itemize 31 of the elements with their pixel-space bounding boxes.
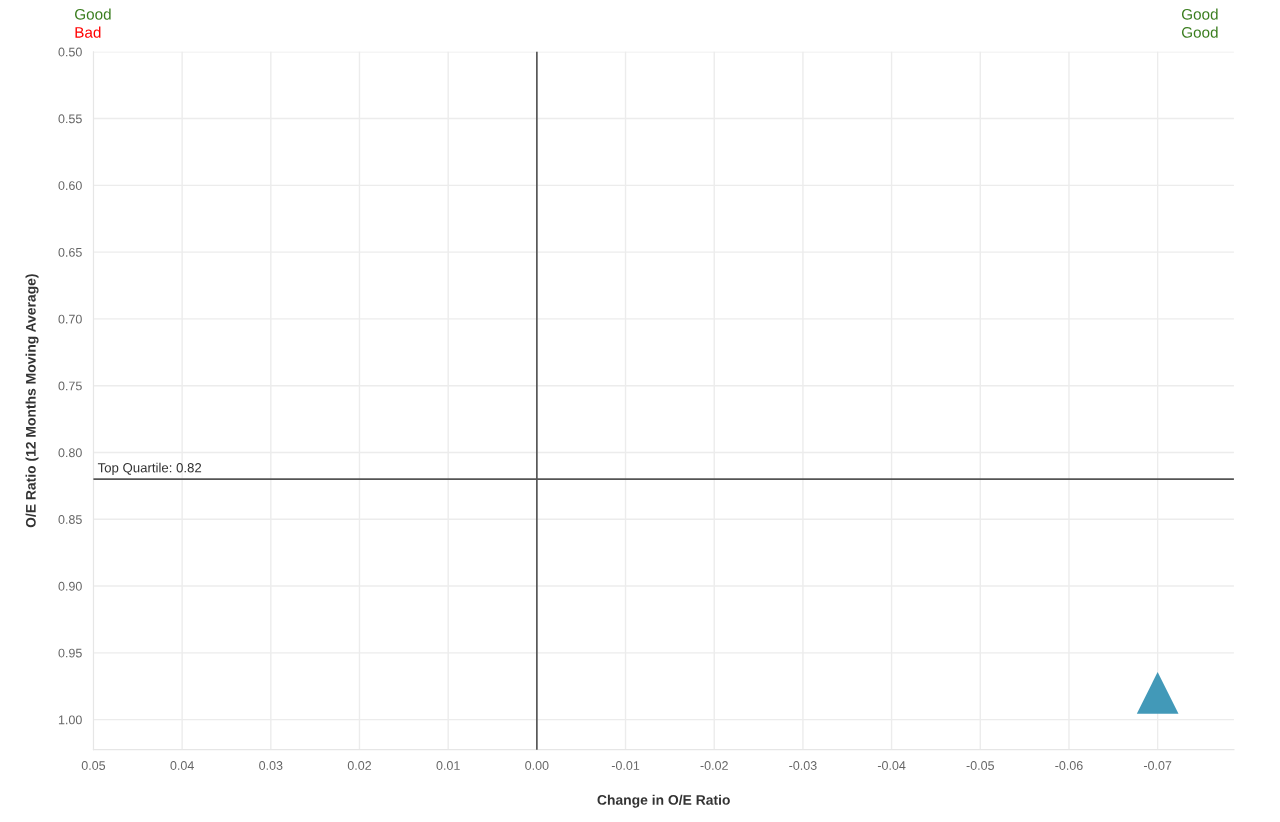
x-tick-label: -0.04 bbox=[877, 761, 906, 770]
y-tick-label: 0.90 bbox=[58, 581, 82, 591]
y-tick-label: 0.85 bbox=[58, 515, 82, 524]
x-tick-label: 0.03 bbox=[259, 761, 283, 770]
y-tick-label: 0.80 bbox=[58, 448, 82, 458]
x-tick-label: 0.01 bbox=[436, 761, 460, 770]
x-tick-label: -0.03 bbox=[789, 761, 817, 770]
text: Good bbox=[75, 8, 111, 20]
y-tick-label: 0.75 bbox=[58, 381, 82, 391]
y-tick-label: 0.70 bbox=[58, 314, 82, 324]
text: Good bbox=[1181, 26, 1218, 38]
x-tick-label: -0.07 bbox=[1143, 761, 1172, 770]
x-tick-label: 0.05 bbox=[81, 761, 106, 770]
x-tick-label: -0.05 bbox=[966, 761, 995, 770]
x-tick-label: -0.01 bbox=[611, 761, 640, 770]
x-tick-label: -0.02 bbox=[700, 761, 728, 770]
text: Good bbox=[1181, 8, 1218, 20]
x-tick-label: -0.06 bbox=[1055, 761, 1083, 770]
y-tick-label: 0.65 bbox=[58, 247, 82, 257]
y-axis-title: O/E Ratio (12 Months Moving Average) bbox=[25, 274, 39, 528]
x-axis-title: Change in O/E Ratio bbox=[597, 794, 730, 808]
y-tick-label: 0.60 bbox=[58, 181, 82, 190]
y-tick-label: 0.50 bbox=[58, 47, 82, 57]
x-tick-label: 0.00 bbox=[525, 761, 549, 770]
y-tick-label: 1.00 bbox=[58, 715, 82, 725]
text: Bad bbox=[75, 26, 101, 38]
x-tick-label: 0.02 bbox=[347, 761, 372, 770]
y-tick-label: 0.55 bbox=[58, 114, 82, 124]
y-tick-label: 0.95 bbox=[58, 648, 82, 658]
x-tick-label: 0.04 bbox=[170, 761, 194, 770]
ref-line-label: Top Quartile: 0.82 bbox=[97, 462, 202, 476]
